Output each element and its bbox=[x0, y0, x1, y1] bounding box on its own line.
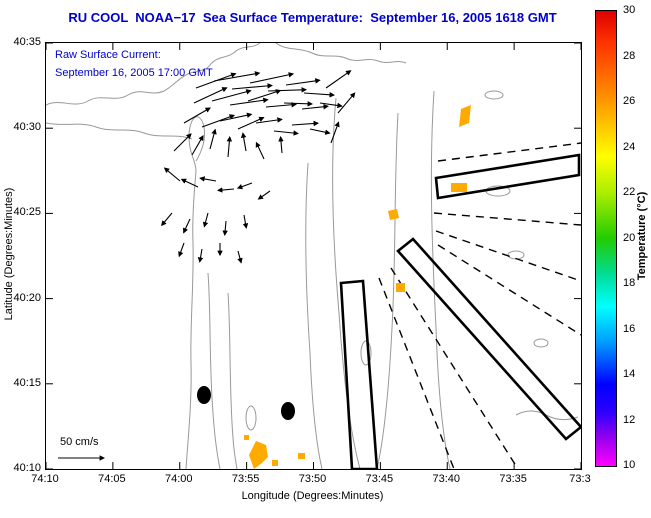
y-tick-label: 40:30 bbox=[13, 121, 41, 134]
shipping-channel-south bbox=[339, 279, 379, 469]
annotation-raw-surface-current: Raw Surface Current: bbox=[55, 49, 161, 61]
x-axis-label: Longitude (Degrees:Minutes) bbox=[241, 490, 384, 502]
colorbar-tick-label: 14 bbox=[623, 368, 636, 380]
y-tick-label: 40:35 bbox=[13, 36, 41, 48]
annotation-current-timestamp: September 16, 2005 17:00 GMT bbox=[55, 67, 213, 79]
current-vector-arrows bbox=[161, 70, 356, 264]
x-tick-label: 73:40 bbox=[432, 473, 461, 485]
figure-title: RU COOL NOAA−17 Sea Surface Temperature:… bbox=[68, 10, 557, 25]
y-tick-label: 40:10 bbox=[13, 462, 41, 474]
x-tick-label: 74:05 bbox=[98, 473, 126, 485]
x-tick-label: 73:45 bbox=[365, 473, 394, 485]
colorbar-tick-label: 18 bbox=[623, 277, 636, 289]
colorbar-tick-label: 20 bbox=[623, 231, 636, 244]
map-canvas bbox=[46, 43, 581, 469]
colorbar-tick-label: 30 bbox=[623, 4, 636, 16]
x-tick-label: 74:00 bbox=[164, 473, 193, 485]
y-tick-label: 40:20 bbox=[13, 291, 41, 304]
colorbar-tick-label: 24 bbox=[623, 140, 636, 153]
colorbar-tick-label: 22 bbox=[623, 186, 636, 198]
colorbar-tick-label: 12 bbox=[623, 413, 636, 426]
axis-tick-marks bbox=[46, 43, 581, 469]
y-tick-label: 40:25 bbox=[13, 206, 41, 219]
shipping-channel-outlines bbox=[339, 153, 581, 469]
temperature-colorbar bbox=[595, 10, 617, 467]
colorbar-tick-label: 10 bbox=[623, 459, 636, 471]
y-axis-label: Latitude (Degrees:Minutes) bbox=[3, 187, 15, 321]
colorbar-tick-label: 28 bbox=[623, 49, 636, 62]
traffic-lane-dashed-lines bbox=[378, 142, 581, 469]
x-tick-label: 73:35 bbox=[499, 473, 527, 485]
x-tick-label: 73:3 bbox=[569, 473, 591, 485]
coastline-contours bbox=[46, 43, 407, 469]
y-tick-label: 40:15 bbox=[13, 376, 41, 389]
x-tick-label: 74:10 bbox=[31, 473, 59, 485]
colorbar-tick-label: 16 bbox=[623, 322, 636, 335]
sst-patches bbox=[244, 105, 471, 469]
x-tick-label: 73:50 bbox=[298, 473, 327, 485]
shipping-channel-southeast bbox=[396, 237, 581, 441]
bathymetry-contours bbox=[207, 90, 579, 469]
colorbar-tick-label: 26 bbox=[623, 95, 636, 107]
shipping-channel-east bbox=[434, 153, 581, 200]
x-tick-label: 73:55 bbox=[231, 473, 260, 485]
velocity-scale-label: 50 cm/s bbox=[60, 436, 99, 448]
buoy-markers bbox=[197, 386, 295, 420]
plot-area: Raw Surface Current: September 16, 2005 … bbox=[45, 42, 582, 470]
colorbar-label: Temperature (°C) bbox=[636, 191, 648, 281]
